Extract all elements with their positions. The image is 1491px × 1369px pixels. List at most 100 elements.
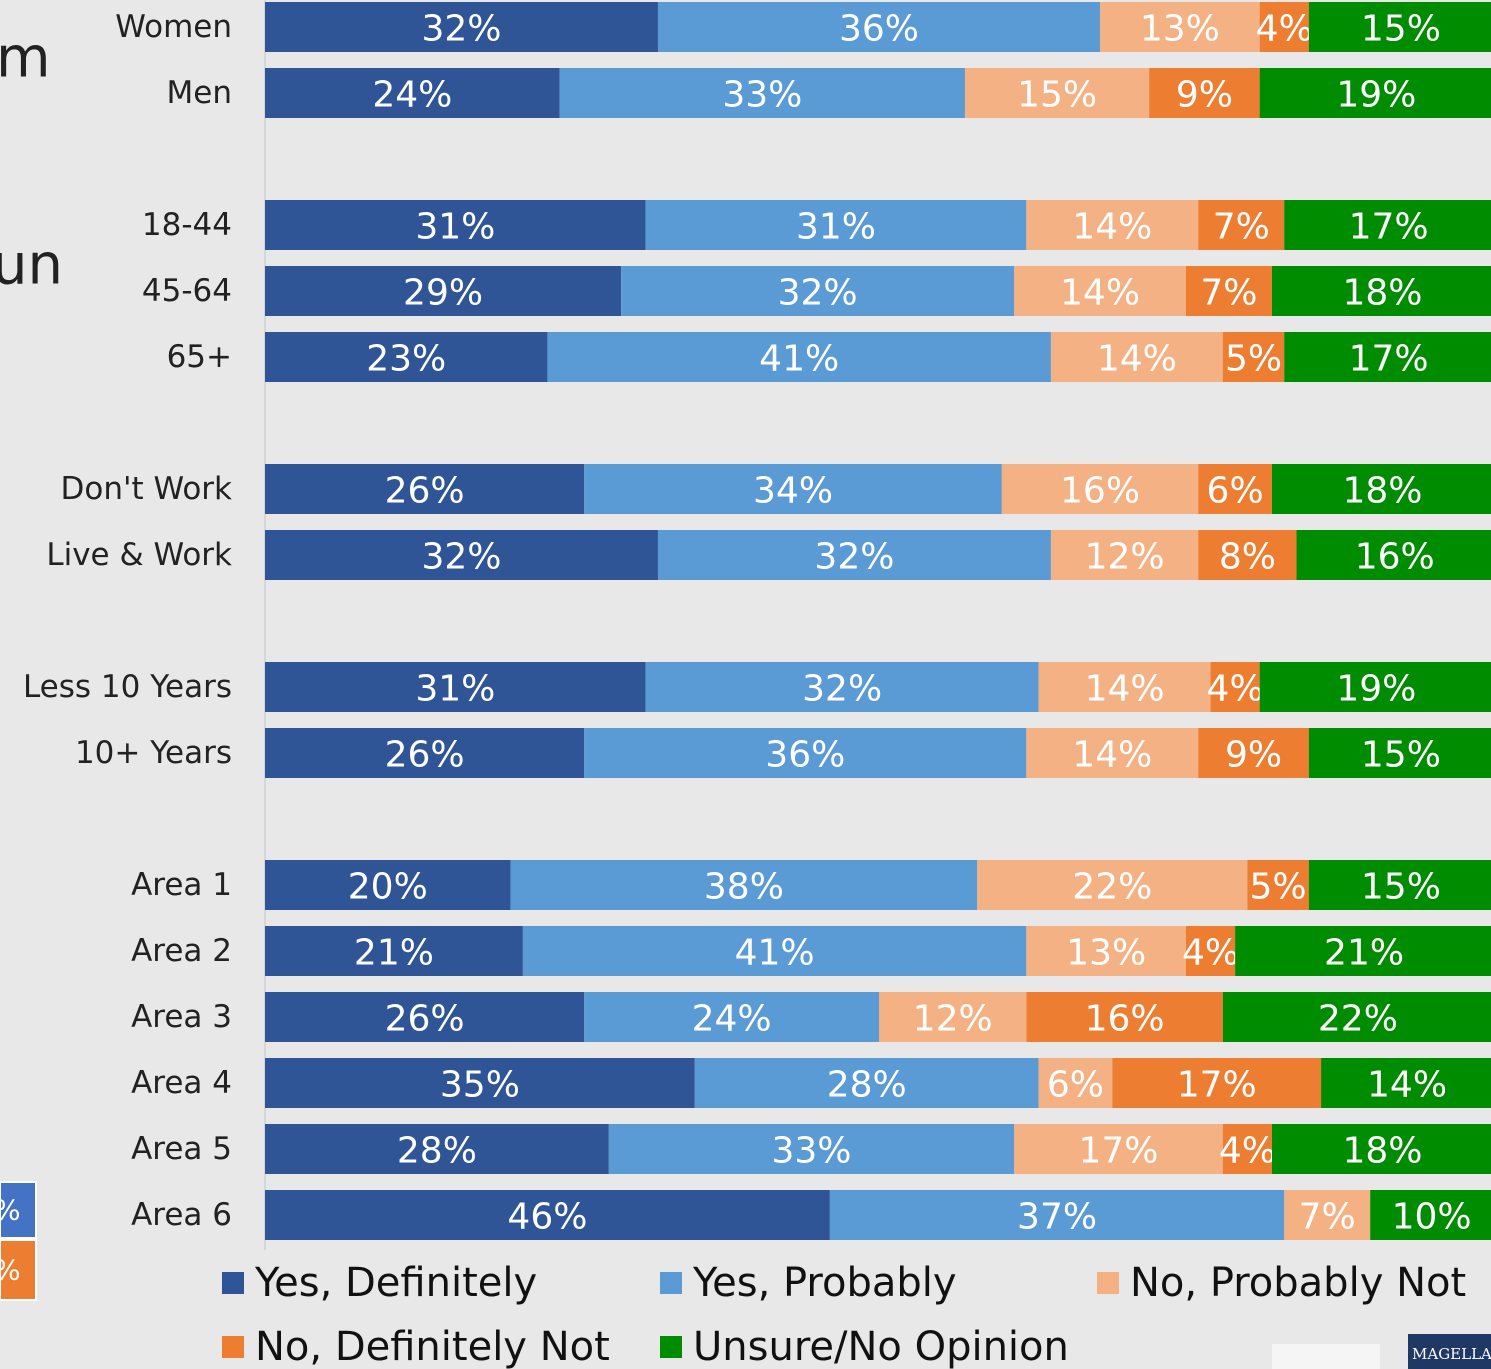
value-label: 14%	[1367, 1065, 1447, 1106]
category-label: Women	[115, 9, 232, 45]
legend-swatch	[222, 1336, 244, 1358]
category-label: Area 5	[131, 1131, 232, 1167]
value-label: 36%	[839, 9, 919, 50]
value-label: 33%	[722, 75, 802, 116]
bar-segment	[1100, 2, 1260, 52]
bar-segment	[265, 464, 585, 514]
value-label: 32%	[421, 9, 501, 50]
value-label: 28%	[397, 1131, 477, 1172]
bar-segment	[510, 860, 978, 910]
bar-segment	[1038, 662, 1211, 712]
bar-segment	[1014, 266, 1186, 316]
category-label: 65+	[167, 339, 232, 375]
value-label: 18%	[1342, 273, 1422, 314]
category-label: Area 3	[131, 999, 232, 1035]
bar-segment	[645, 662, 1039, 712]
fragment-text: %	[0, 1254, 21, 1287]
bar-segment	[1198, 200, 1285, 250]
value-label: 29%	[403, 273, 483, 314]
bar-segment	[1001, 464, 1199, 514]
value-label: 32%	[802, 669, 882, 710]
bar-segment	[265, 992, 585, 1042]
fragment-text: %	[0, 1194, 21, 1227]
value-label: 16%	[1085, 999, 1165, 1040]
value-label: 24%	[372, 75, 452, 116]
legend-label: No, Definitely Not	[255, 1324, 610, 1369]
bar-segment	[559, 68, 965, 118]
bar-segment	[1222, 332, 1285, 382]
value-label: 16%	[1060, 471, 1140, 512]
value-label: 41%	[759, 339, 839, 380]
value-label: 16%	[1355, 537, 1435, 578]
bar-segment	[1050, 530, 1199, 580]
fragment-box	[0, 1181, 37, 1239]
bar-segment	[265, 1058, 695, 1108]
value-label: 19%	[1336, 75, 1416, 116]
bar-segment	[265, 530, 658, 580]
bar-segment	[657, 530, 1051, 580]
value-label: 36%	[765, 735, 845, 776]
bar-segment	[1026, 992, 1223, 1042]
bar-segment	[1284, 200, 1491, 250]
bar-segment	[694, 1058, 1039, 1108]
bar-segment	[1259, 2, 1309, 52]
value-label: 8%	[1219, 537, 1276, 578]
fragment-text: un	[0, 233, 63, 298]
bar-segment	[584, 728, 1027, 778]
value-label: 35%	[440, 1065, 520, 1106]
value-label: 12%	[1085, 537, 1165, 578]
bar-segment	[621, 266, 1015, 316]
value-label: 18%	[1342, 471, 1422, 512]
category-label: Area 1	[131, 867, 232, 903]
category-label: Don't Work	[60, 471, 232, 507]
value-label: 7%	[1200, 273, 1257, 314]
value-label: 10%	[1392, 1197, 1472, 1238]
category-label: Area 2	[131, 933, 232, 969]
value-label: 13%	[1066, 933, 1146, 974]
bar-segment	[657, 2, 1101, 52]
bar-segment	[645, 200, 1027, 250]
bar-segment	[584, 992, 879, 1042]
category-label: Area 6	[131, 1197, 232, 1233]
value-label: 12%	[913, 999, 993, 1040]
bar-segment	[265, 1124, 609, 1174]
value-label: 17%	[1177, 1065, 1257, 1106]
bar-segment	[1186, 926, 1236, 976]
value-label: 5%	[1250, 867, 1307, 908]
bar-segment	[977, 860, 1248, 910]
bar-segment	[1149, 68, 1260, 118]
bar-segment	[265, 68, 560, 118]
bar-segment	[1198, 464, 1272, 514]
bar-segment	[1050, 332, 1223, 382]
bar-segment	[829, 1190, 1285, 1240]
bar-segment	[1296, 530, 1491, 580]
value-label: 41%	[735, 933, 815, 974]
value-label: 15%	[1361, 867, 1441, 908]
bar-segment	[1026, 200, 1199, 250]
bar-segment	[522, 926, 1027, 976]
bar-segment	[1112, 1058, 1322, 1108]
bar-segment	[1308, 2, 1491, 52]
value-label: 26%	[385, 471, 465, 512]
value-label: 7%	[1213, 207, 1270, 248]
bar-segment	[1026, 926, 1186, 976]
value-label: 17%	[1349, 207, 1429, 248]
value-label: 14%	[1072, 207, 1152, 248]
bar-segment	[265, 860, 511, 910]
bar-segment	[265, 200, 646, 250]
category-label: Area 4	[131, 1065, 232, 1101]
bar-segment	[1198, 530, 1297, 580]
bar-segment	[1271, 1124, 1491, 1174]
value-label: 15%	[1361, 9, 1441, 50]
value-label: 17%	[1349, 339, 1429, 380]
value-label: 31%	[415, 207, 495, 248]
value-label: 22%	[1318, 999, 1398, 1040]
value-label: 14%	[1085, 669, 1165, 710]
bar-segment	[1038, 1058, 1113, 1108]
value-label: 24%	[692, 999, 772, 1040]
bar-segment	[1026, 728, 1199, 778]
legend-swatch	[1097, 1272, 1119, 1294]
bar-segment	[265, 2, 658, 52]
bar-segment	[1198, 728, 1309, 778]
bar-segment	[1271, 464, 1491, 514]
